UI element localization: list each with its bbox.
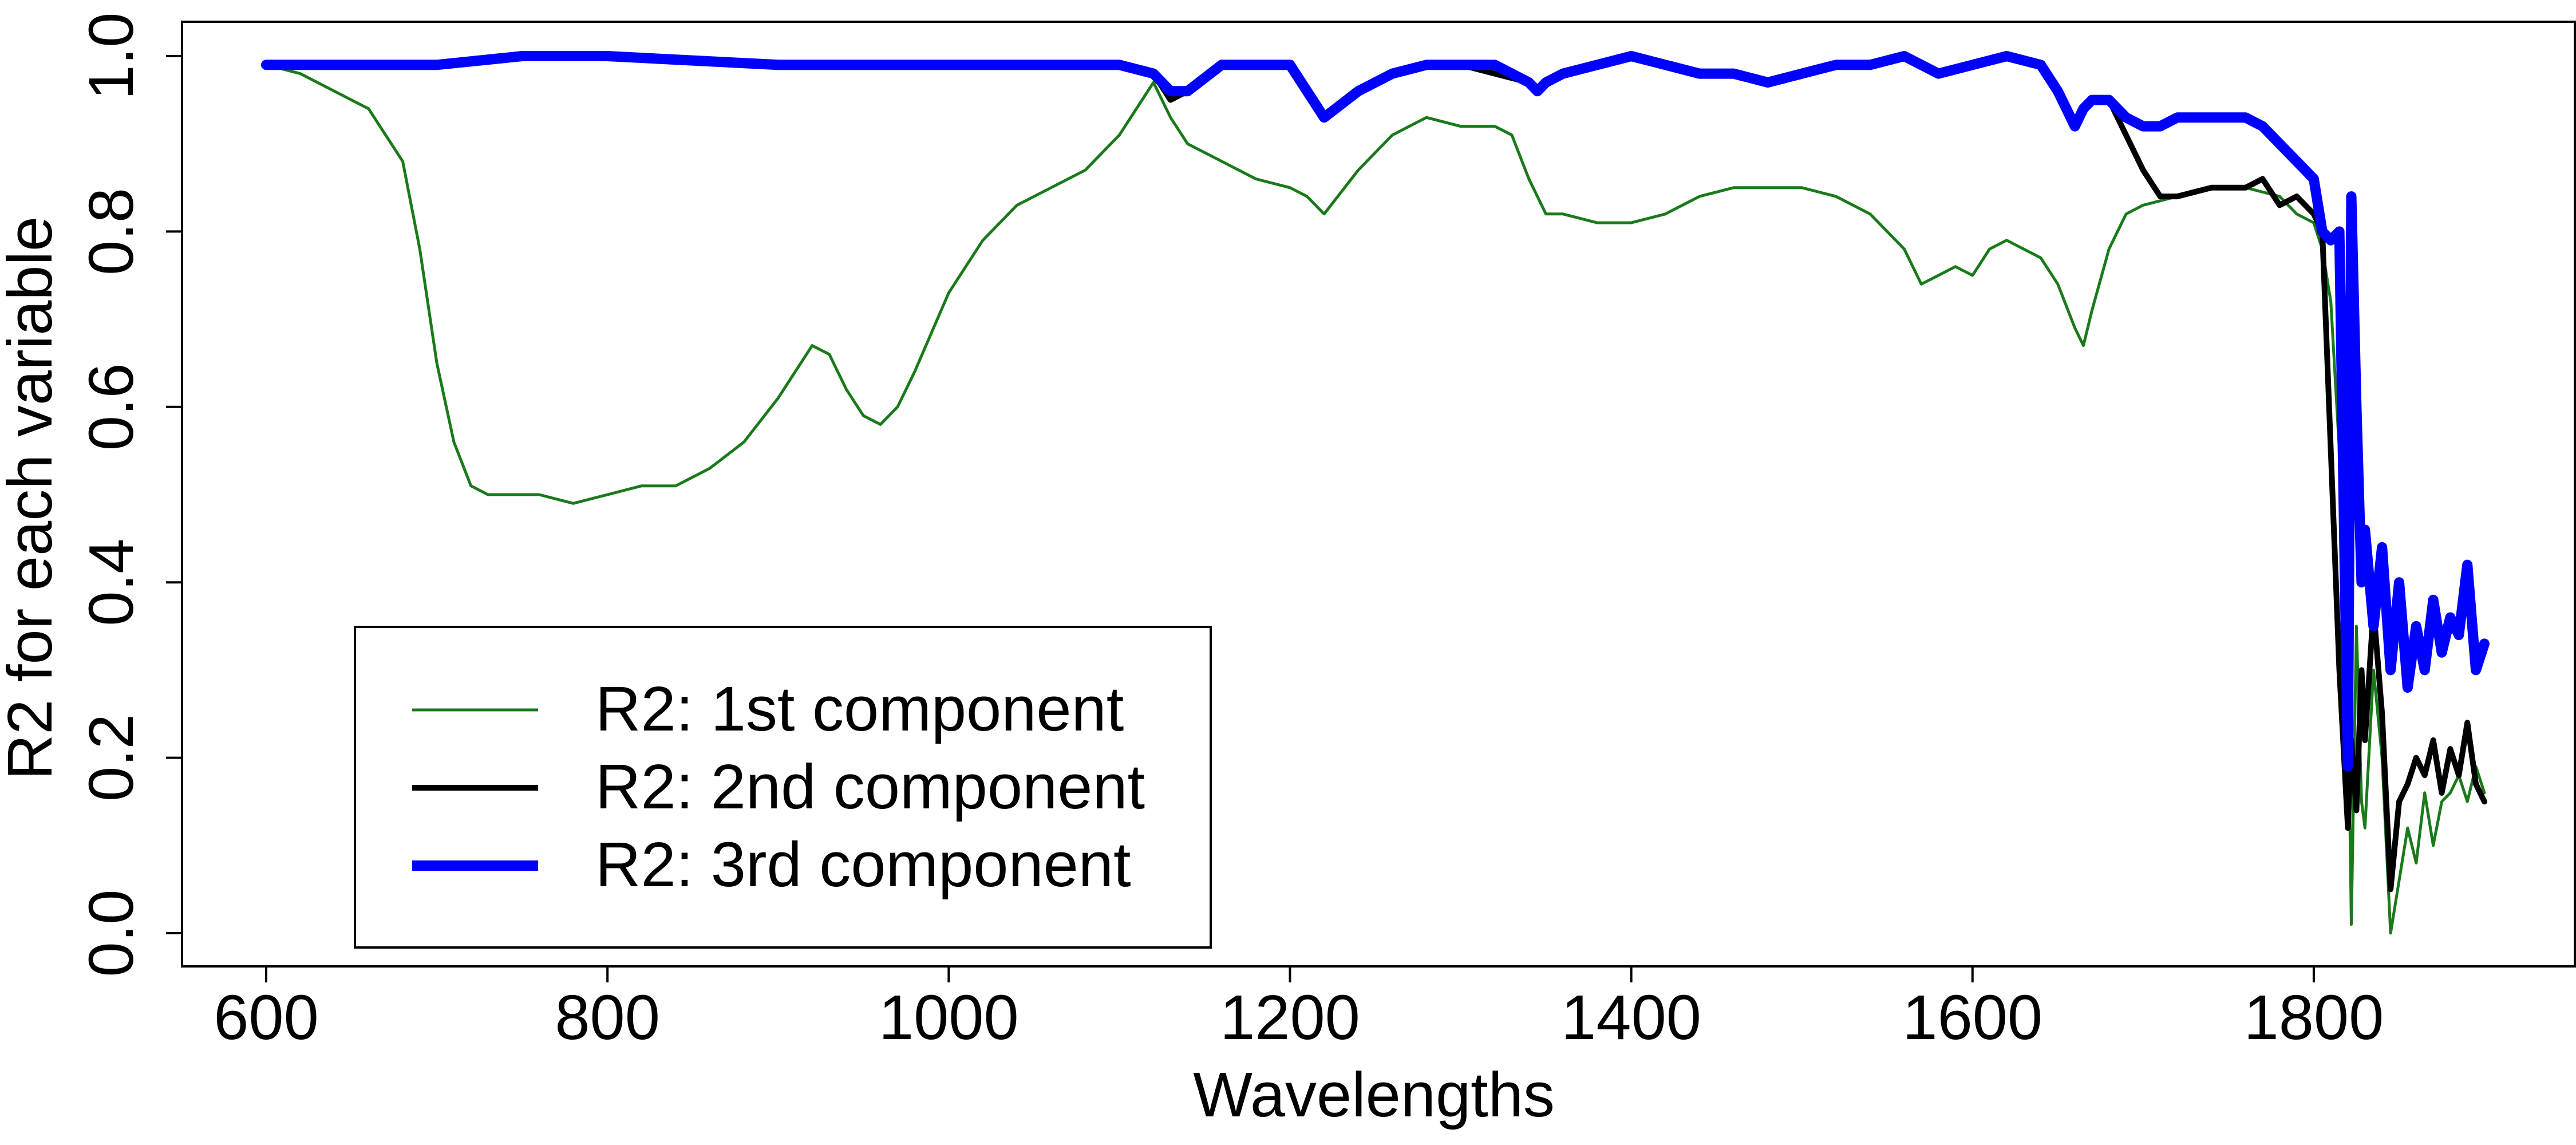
- plot-frame: [181, 21, 2576, 968]
- y-tick-label: 0.2: [76, 714, 147, 802]
- x-tick-label: 1200: [1220, 982, 1360, 1053]
- x-tick-label: 600: [214, 982, 319, 1053]
- series-line-1: [264, 63, 2486, 935]
- y-tick-label: 0.4: [76, 539, 147, 626]
- legend-label-3: R2: 3rd component: [595, 830, 1131, 900]
- legend-label-1: R2: 1st component: [595, 674, 1124, 744]
- y-tick-label: 0.8: [76, 188, 147, 275]
- x-tick-label: 800: [555, 982, 660, 1053]
- x-axis-title: Wavelengths: [1193, 1060, 1555, 1130]
- x-tick-label: 1400: [1561, 982, 1701, 1053]
- legend: R2: 1st component R2: 2nd component R2: …: [354, 626, 1212, 949]
- series-line-3: [261, 51, 2490, 772]
- y-tick-label: 1.0: [76, 13, 147, 100]
- legend-label-2: R2: 2nd component: [595, 752, 1145, 822]
- y-tick-label: 0.6: [76, 363, 147, 451]
- y-tick-label: 0.0: [76, 890, 147, 977]
- x-tick-label: 1800: [2244, 982, 2384, 1053]
- axis-layer: 600 800 1000 1200 1400 1600 1800 0.0 0.2 0.4 0.6 0.…: [76, 13, 2384, 1053]
- series-layer: [261, 51, 2490, 935]
- x-tick-label: 1000: [879, 982, 1019, 1053]
- x-tick-label: 1600: [1902, 982, 2042, 1053]
- y-axis-title: R2 for each variable: [0, 216, 65, 780]
